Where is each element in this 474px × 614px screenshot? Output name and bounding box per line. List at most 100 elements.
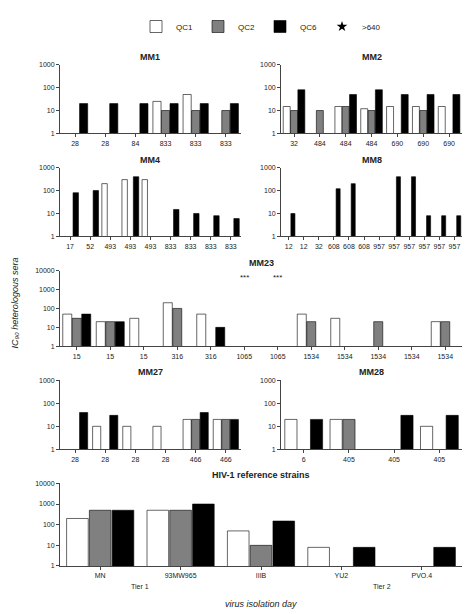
svg-text:1: 1	[51, 562, 55, 569]
svg-text:MN: MN	[95, 572, 106, 579]
svg-text:10: 10	[47, 542, 55, 549]
svg-text:1065: 1065	[270, 353, 286, 360]
svg-text:100: 100	[43, 521, 55, 528]
svg-text:1: 1	[51, 446, 55, 453]
svg-text:17: 17	[66, 243, 74, 250]
svg-text:690: 690	[443, 140, 455, 147]
svg-text:957: 957	[388, 243, 400, 250]
svg-text:405: 405	[343, 456, 355, 463]
svg-text:1: 1	[51, 233, 55, 240]
svg-text:>640: >640	[362, 23, 381, 32]
svg-text:84: 84	[131, 140, 139, 147]
svg-text:MM27: MM27	[138, 367, 163, 377]
svg-text:HIV-1 reference strains: HIV-1 reference strains	[212, 470, 310, 480]
svg-text:MM2: MM2	[362, 52, 382, 62]
svg-text:28: 28	[71, 456, 79, 463]
svg-text:QC6: QC6	[300, 23, 317, 32]
svg-text:15: 15	[73, 353, 81, 360]
svg-text:IC₉₀ heterologous sera: IC₉₀ heterologous sera	[10, 258, 20, 349]
svg-text:1000: 1000	[39, 500, 55, 507]
svg-text:316: 316	[171, 353, 183, 360]
svg-text:833: 833	[225, 243, 237, 250]
svg-text:833: 833	[190, 140, 202, 147]
svg-text:100: 100	[264, 187, 276, 194]
svg-text:608: 608	[328, 243, 340, 250]
svg-text:405: 405	[388, 456, 400, 463]
svg-text:10: 10	[47, 423, 55, 430]
svg-text:690: 690	[417, 140, 429, 147]
svg-text:493: 493	[104, 243, 116, 250]
svg-text:15: 15	[140, 353, 148, 360]
svg-text:Tier 2: Tier 2	[373, 583, 391, 590]
svg-text:100: 100	[264, 400, 276, 407]
svg-text:484: 484	[366, 140, 378, 147]
svg-text:1: 1	[272, 446, 276, 453]
svg-text:608: 608	[343, 243, 355, 250]
svg-text:***: ***	[240, 273, 249, 282]
svg-text:484: 484	[340, 140, 352, 147]
svg-text:608: 608	[358, 243, 370, 250]
svg-text:493: 493	[145, 243, 157, 250]
svg-text:28: 28	[71, 140, 79, 147]
svg-text:100: 100	[43, 187, 55, 194]
svg-text:1: 1	[272, 130, 276, 137]
svg-text:833: 833	[205, 243, 217, 250]
svg-text:1534: 1534	[404, 353, 420, 360]
svg-text:405: 405	[434, 456, 446, 463]
svg-text:12: 12	[285, 243, 293, 250]
svg-text:10000: 10000	[35, 267, 55, 274]
svg-text:IIIB: IIIB	[256, 572, 267, 579]
svg-text:MM23: MM23	[249, 258, 274, 268]
svg-text:1000: 1000	[260, 377, 276, 384]
svg-text:957: 957	[373, 243, 385, 250]
svg-text:10000: 10000	[35, 480, 55, 487]
svg-text:466: 466	[220, 456, 232, 463]
svg-text:10: 10	[47, 324, 55, 331]
svg-text:28: 28	[131, 456, 139, 463]
svg-text:316: 316	[205, 353, 217, 360]
svg-text:QC1: QC1	[176, 23, 193, 32]
svg-text:957: 957	[403, 243, 415, 250]
svg-text:493: 493	[125, 243, 137, 250]
svg-text:MM8: MM8	[362, 155, 382, 165]
svg-text:100: 100	[43, 400, 55, 407]
svg-text:1065: 1065	[236, 353, 252, 360]
svg-text:10: 10	[268, 210, 276, 217]
svg-text:virus isolation day: virus isolation day	[225, 599, 297, 609]
svg-text:Tier 1: Tier 1	[131, 583, 149, 590]
svg-text:100: 100	[264, 84, 276, 91]
svg-text:6: 6	[302, 456, 306, 463]
svg-text:MM1: MM1	[140, 52, 160, 62]
svg-text:28: 28	[162, 456, 170, 463]
svg-text:1000: 1000	[260, 164, 276, 171]
svg-text:484: 484	[314, 140, 326, 147]
svg-text:93MW965: 93MW965	[165, 572, 197, 579]
svg-text:833: 833	[165, 243, 177, 250]
svg-text:100: 100	[43, 305, 55, 312]
svg-text:1534: 1534	[303, 353, 319, 360]
svg-text:1000: 1000	[39, 61, 55, 68]
svg-text:1000: 1000	[260, 61, 276, 68]
svg-text:833: 833	[160, 140, 172, 147]
svg-text:957: 957	[418, 243, 430, 250]
svg-text:YU2: YU2	[335, 572, 349, 579]
svg-text:466: 466	[190, 456, 202, 463]
svg-text:32: 32	[315, 243, 323, 250]
svg-text:15: 15	[106, 353, 114, 360]
svg-text:10: 10	[47, 210, 55, 217]
svg-text:10: 10	[268, 107, 276, 114]
svg-text:12: 12	[300, 243, 308, 250]
svg-text:1: 1	[272, 233, 276, 240]
svg-text:MM28: MM28	[359, 367, 384, 377]
svg-text:10: 10	[47, 107, 55, 114]
svg-text:10: 10	[268, 423, 276, 430]
svg-text:1534: 1534	[337, 353, 353, 360]
svg-text:957: 957	[434, 243, 446, 250]
svg-text:32: 32	[290, 140, 298, 147]
svg-text:52: 52	[86, 243, 94, 250]
svg-text:833: 833	[185, 243, 197, 250]
svg-text:1534: 1534	[370, 353, 386, 360]
svg-text:1000: 1000	[39, 286, 55, 293]
svg-text:28: 28	[101, 456, 109, 463]
svg-text:QC2: QC2	[238, 23, 255, 32]
